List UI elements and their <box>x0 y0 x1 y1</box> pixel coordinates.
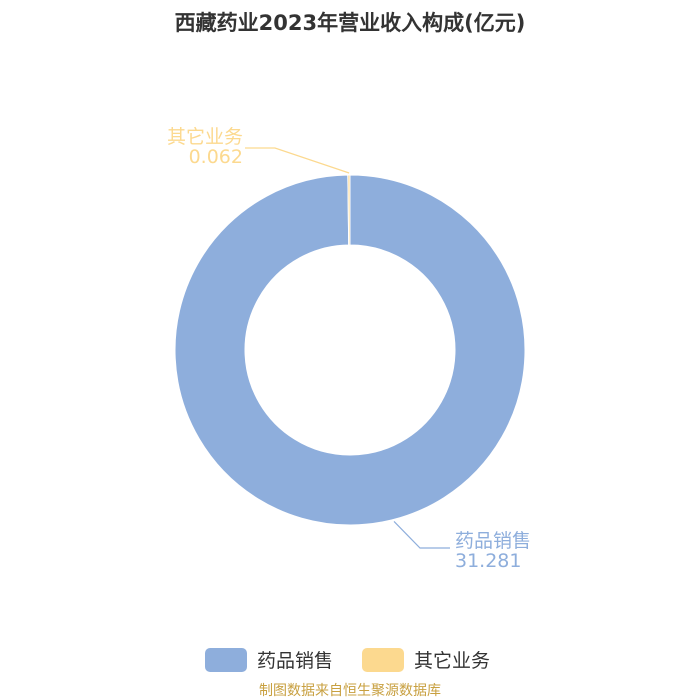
leader-line-1 <box>245 147 350 174</box>
legend-label-0: 药品销售 <box>257 650 333 672</box>
legend: 药品销售 其它业务 <box>205 648 490 672</box>
slice-value-0: 31.281 <box>455 550 521 572</box>
slice-value-1: 0.062 <box>189 146 243 168</box>
slice-label-1: 其它业务 <box>167 126 243 148</box>
legend-swatch-1 <box>362 648 404 672</box>
legend-label-1: 其它业务 <box>414 650 490 672</box>
chart-title: 西藏药业2023年营业收入构成(亿元) <box>175 11 526 35</box>
slice-1 <box>347 174 351 246</box>
slice-label-0: 药品销售 <box>455 530 531 552</box>
legend-swatch-0 <box>205 648 247 672</box>
leader-line-0 <box>393 521 450 549</box>
slice-0 <box>174 174 526 526</box>
source-note: 制图数据来自恒生聚源数据库 <box>259 683 441 699</box>
slices-group <box>174 174 526 526</box>
